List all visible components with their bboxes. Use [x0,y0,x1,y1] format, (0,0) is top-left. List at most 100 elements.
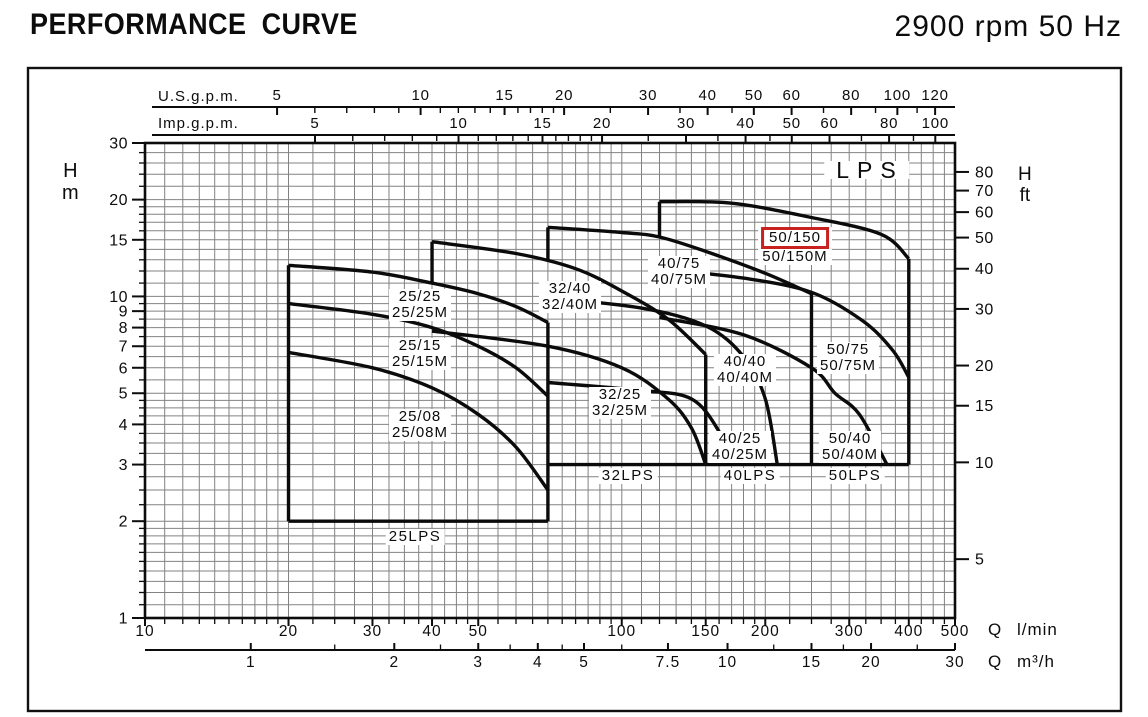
tick-label: 50 [745,87,763,104]
curve-32-25 [431,329,708,466]
page-title: PERFORMANCE CURVE [30,8,358,41]
tick-label: 5 [975,552,984,569]
label-32-25: 32/25 32/25M [588,387,652,419]
flow-m3h-axis-label: Q m³/h [988,652,1055,672]
tick-label: 5 [119,386,128,403]
tick-label: 50 [783,115,801,132]
tick-label: 10 [135,623,154,640]
tick-label: 15 [975,398,994,415]
flow-lmin-axis: 10 20 30 40 50 100 150 200 300 400 500 [135,618,970,640]
tick-label: 10 [449,115,467,132]
tick-label: 50 [469,623,488,640]
tick-label: 60 [820,115,838,132]
tick-label: 8 [119,320,128,337]
tick-label: 40 [698,87,716,104]
tick-label: 30 [677,115,695,132]
tick-label: 10 [411,87,429,104]
tick-label: 300 [835,623,864,640]
label-50-75: 50/75 50/75M [816,342,880,374]
head-symbol-right: H [1018,164,1032,185]
tick-label: 9 [119,304,128,321]
flow-m3h-axis: 1 2 3 4 5 7.5 10 15 20 30 [145,643,964,671]
label-32lps: 32LPS [598,468,658,484]
label-25lps: 25LPS [385,529,445,545]
tick-label: 15 [495,87,513,104]
tick-label: 30 [639,87,657,104]
label-50-150: 50/150 50/150M [758,227,832,265]
label-25-08: 25/08 25/08M [388,409,452,441]
tick-label: 10 [975,455,994,472]
tick-label: 1 [119,611,128,628]
tick-label: 3 [473,654,483,671]
tick-label: 80 [975,164,994,181]
label-32-40: 32/40 32/40M [538,281,602,313]
tick-label: 40 [736,115,754,132]
envelope-50LPS [657,201,911,467]
tick-label: 4 [533,654,543,671]
tick-label: 30 [109,136,128,153]
tick-label: 100 [884,87,911,104]
tick-label: 20 [593,115,611,132]
speed-rating-label: 2900 rpm 50 Hz [894,10,1122,43]
tick-label: 120 [921,87,948,104]
tick-label: 80 [880,115,898,132]
label-40-25: 40/25 40/25M [708,431,772,463]
tick-label: 400 [894,623,923,640]
tick-label: 7.5 [656,654,681,671]
tick-label: 1 [246,654,256,671]
tick-label: 20 [555,87,573,104]
tick-label: 20 [279,623,298,640]
tick-label: 60 [975,205,994,222]
us-gpm-axis: 5 10 15 20 30 40 50 60 80 100 120 [152,87,955,115]
curve-25-08 [288,350,550,492]
tick-label: 6 [119,360,128,377]
tick-label: 80 [842,87,860,104]
imp-gpm-axis: 5 10 15 20 30 40 50 60 80 100 [152,115,955,143]
tick-label: 100 [607,623,636,640]
tick-label: 15 [109,232,128,249]
curve-50-40 [659,315,889,466]
tick-label: 3 [119,457,128,474]
tick-label: 40 [422,623,441,640]
label-25-15: 25/15 25/15M [388,338,452,370]
tick-label: 60 [782,87,800,104]
envelope-40LPS [546,227,814,467]
tick-label: 15 [802,654,821,671]
tick-label: 30 [975,301,994,318]
tick-label: 30 [363,623,382,640]
label-40-40: 40/40 40/40M [713,354,777,386]
label-40-75: 40/75 40/75M [647,256,711,288]
us-gpm-axis-label: U.S.g.p.m. [158,88,239,105]
label-50-40: 50/40 50/40M [818,431,882,463]
head-m-axis-label: H m [62,160,79,204]
tick-label: 100 [922,115,949,132]
tick-label: 5 [273,87,282,104]
label-lps-series: LPS [824,159,910,182]
head-ft-axis-label: H ft [1018,164,1032,206]
tick-label: 15 [533,115,551,132]
tick-label: 40 [975,261,994,278]
tick-label: 20 [109,192,128,209]
head-symbol: H [63,160,78,182]
label-40lps: 40LPS [720,468,780,484]
tick-label: 70 [975,183,994,200]
tick-label: 150 [691,623,720,640]
imp-gpm-axis-label: Imp.g.p.m. [158,115,239,132]
tick-label: 2 [389,654,399,671]
tick-label: 10 [109,289,128,306]
tick-label: 10 [718,654,737,671]
tick-label: 20 [861,654,880,671]
label-50lps: 50LPS [825,468,885,484]
tick-label: 4 [119,417,128,434]
tick-label: 50 [975,230,994,247]
head-ft-axis: 80 70 60 50 40 30 20 15 10 5 [955,164,994,569]
head-unit-ft: ft [1019,185,1031,206]
tick-label: 500 [941,623,970,640]
tick-label: 30 [945,654,964,671]
curve-25-25 [288,263,549,325]
highlight-box-50-150: 50/150 [761,227,829,249]
tick-label: 7 [119,339,128,356]
curve-50-75 [659,267,911,379]
head-unit-m: m [62,182,79,204]
